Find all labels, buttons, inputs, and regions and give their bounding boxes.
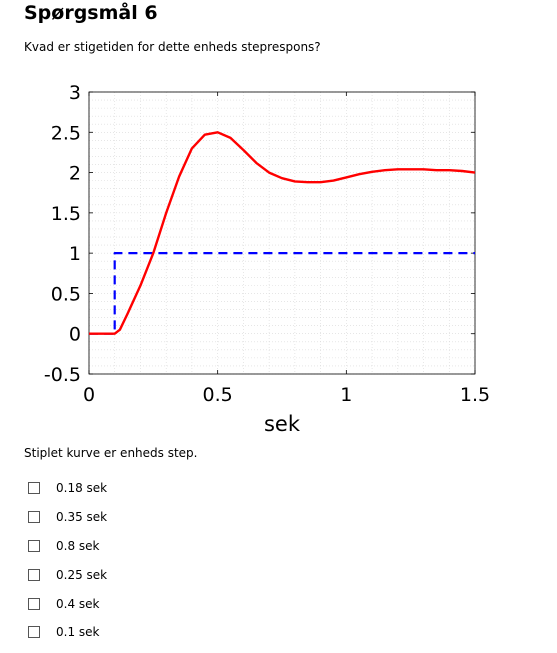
y-tick-label: 1 bbox=[69, 243, 81, 265]
unit-step-line bbox=[89, 252, 475, 335]
plot-series bbox=[89, 131, 476, 335]
y-tick-label: 3 bbox=[69, 82, 81, 104]
plot-frame bbox=[88, 91, 476, 375]
question-title: Spørgsmål 6 bbox=[24, 2, 158, 24]
y-tick-label: 1.5 bbox=[51, 203, 81, 225]
option-label: 0.4 sek bbox=[56, 596, 100, 611]
step-response-line bbox=[89, 131, 476, 335]
option-label: 0.25 sek bbox=[56, 567, 108, 582]
plot-grid bbox=[88, 91, 476, 375]
step-response-plot: -0.500.511.522.530 0.5 1 1.5 sek bbox=[44, 82, 490, 436]
y-tick-label: -0.5 bbox=[44, 364, 81, 386]
checkbox[interactable] bbox=[28, 482, 40, 495]
option-label: 0.35 sek bbox=[56, 510, 108, 525]
x-tick-label: 0.5 bbox=[203, 384, 233, 406]
checkbox[interactable] bbox=[28, 626, 40, 639]
answer-option[interactable]: 0.8 sek bbox=[28, 532, 107, 561]
note-text: Stiplet kurve er enheds step. bbox=[24, 446, 198, 460]
y-tick-label: 2 bbox=[69, 163, 81, 185]
plot-ticks: -0.500.511.522.530 0.5 1 1.5 bbox=[44, 82, 490, 406]
y-tick-label: 0 bbox=[69, 324, 81, 346]
checkbox[interactable] bbox=[28, 539, 40, 552]
y-tick-label: 2.5 bbox=[51, 122, 81, 144]
x-tick-label: 0 bbox=[83, 384, 95, 406]
answer-option[interactable]: 0.1 sek bbox=[28, 618, 107, 647]
checkbox[interactable] bbox=[28, 511, 40, 524]
y-tick-label: 0.5 bbox=[51, 283, 81, 305]
option-label: 0.18 sek bbox=[56, 481, 108, 496]
answer-option[interactable]: 0.18 sek bbox=[28, 474, 107, 503]
checkbox[interactable] bbox=[28, 568, 40, 581]
checkbox[interactable] bbox=[28, 597, 40, 610]
x-tick-label: 1 bbox=[340, 384, 352, 406]
option-label: 0.8 sek bbox=[56, 538, 100, 553]
question-text: Kvad er stigetiden for dette enheds step… bbox=[24, 40, 321, 54]
option-label: 0.1 sek bbox=[56, 625, 100, 640]
answer-option[interactable]: 0.25 sek bbox=[28, 560, 107, 589]
x-axis-label: sek bbox=[264, 412, 301, 436]
answer-option[interactable]: 0.4 sek bbox=[28, 589, 107, 618]
x-tick-label: 1.5 bbox=[460, 384, 490, 406]
answer-options: 0.18 sek 0.35 sek 0.8 sek 0.25 sek 0.4 s… bbox=[28, 474, 107, 647]
answer-option[interactable]: 0.35 sek bbox=[28, 503, 107, 532]
